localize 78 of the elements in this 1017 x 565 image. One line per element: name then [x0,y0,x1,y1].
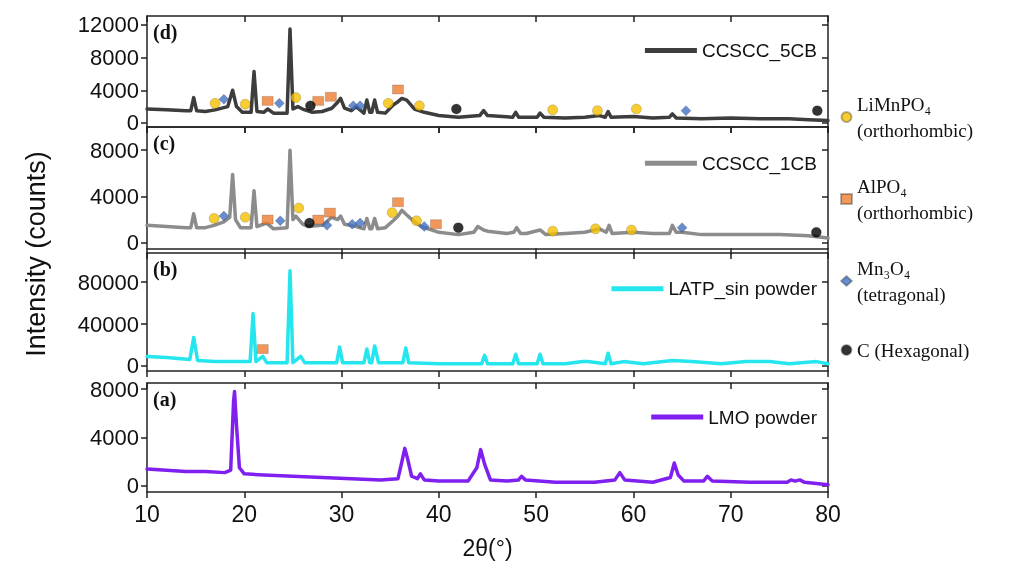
point [392,84,404,95]
point [274,215,286,227]
point [312,214,325,225]
x-tick-label: 50 [523,500,549,527]
point [592,105,603,116]
y-tick-label: 8000 [90,376,139,402]
y-tick-label: 0 [126,110,139,136]
point [312,96,325,106]
y-tick-label: 4000 [90,77,139,103]
y-tick-label: 8000 [90,45,139,71]
point [321,220,333,231]
point [453,222,464,233]
point [392,197,404,208]
point [676,222,688,233]
point [812,105,823,116]
legend-label: CCSCC_5CB [701,39,818,62]
point [386,207,398,218]
point [305,100,316,112]
point [274,98,285,109]
point [239,98,251,110]
x-axis-title: 2θ(°) [462,534,513,561]
point [354,217,366,229]
point [304,217,315,229]
point [261,96,274,106]
point [290,92,302,103]
y-tick-label: 0 [126,473,139,499]
x-tick-label: 70 [717,500,744,527]
legend-label: Mn₃O₄ (tetragonal) [857,257,946,306]
legend-label: LMO powder [708,406,818,428]
x-tick-label: 40 [426,500,452,527]
point [382,98,394,109]
point [411,215,422,227]
point [451,103,462,115]
legend-label: C (Hexagonal) [857,339,970,362]
x-tick-label: 10 [134,500,160,527]
point [547,225,558,237]
y-tick-label: 0 [126,353,139,379]
point [590,223,601,235]
legend-label: CCSCC_1CB [701,152,818,175]
point [430,219,442,229]
point [261,214,274,225]
x-tick-label: 80 [815,500,841,527]
point [414,100,425,112]
x-tick-label: 60 [620,500,647,527]
point [418,221,430,232]
point [547,104,558,116]
point [680,105,692,116]
annotation: (c) [153,132,176,155]
point [354,100,366,112]
y-tick-label: 80000 [77,269,139,295]
point [631,103,642,115]
y-tick-label: 40000 [77,311,139,337]
y-tick-label: 0 [126,230,139,256]
legend-label: AlPO₄ (orthorhombic) [857,175,974,224]
y-axis-title: Intensity (counts) [21,151,51,357]
annotation: (b) [153,258,178,281]
point [626,224,637,236]
legend-label: LATP_sin powder [668,278,818,301]
annotation: (a) [153,388,177,411]
x-tick-label: 30 [328,500,355,527]
point [209,98,221,109]
annotation: (d) [153,21,178,44]
point [218,93,230,105]
x-tick-label: 20 [231,500,258,527]
y-tick-label: 12000 [77,12,139,38]
y-tick-label: 4000 [90,183,139,209]
point [293,202,305,214]
point [218,210,230,222]
point [325,92,337,102]
y-tick-label: 4000 [90,425,139,450]
y-tick-label: 8000 [90,137,139,163]
point [811,227,822,238]
legend-label: LiMnPO₄ (orthorhombic) [857,93,974,142]
line-series [145,389,830,487]
point [208,213,220,224]
point [239,211,251,223]
point [346,218,358,230]
point [324,207,336,218]
